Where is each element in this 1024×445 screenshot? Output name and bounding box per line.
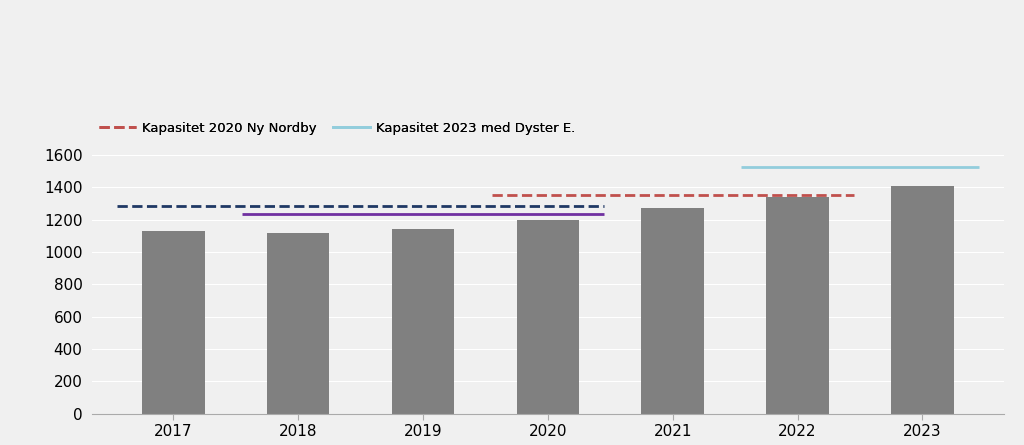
Bar (142, 231, 205, 414)
Legend: Kapasitet 2020 Ny Nordby, Kapasitet 2023 med Dyster E.: Kapasitet 2020 Ny Nordby, Kapasitet 2023… (98, 122, 575, 135)
Bar (392, 229, 455, 414)
Bar (891, 186, 953, 414)
Bar (641, 208, 703, 414)
Bar (267, 234, 330, 414)
Bar (766, 197, 828, 414)
Bar (517, 220, 579, 414)
